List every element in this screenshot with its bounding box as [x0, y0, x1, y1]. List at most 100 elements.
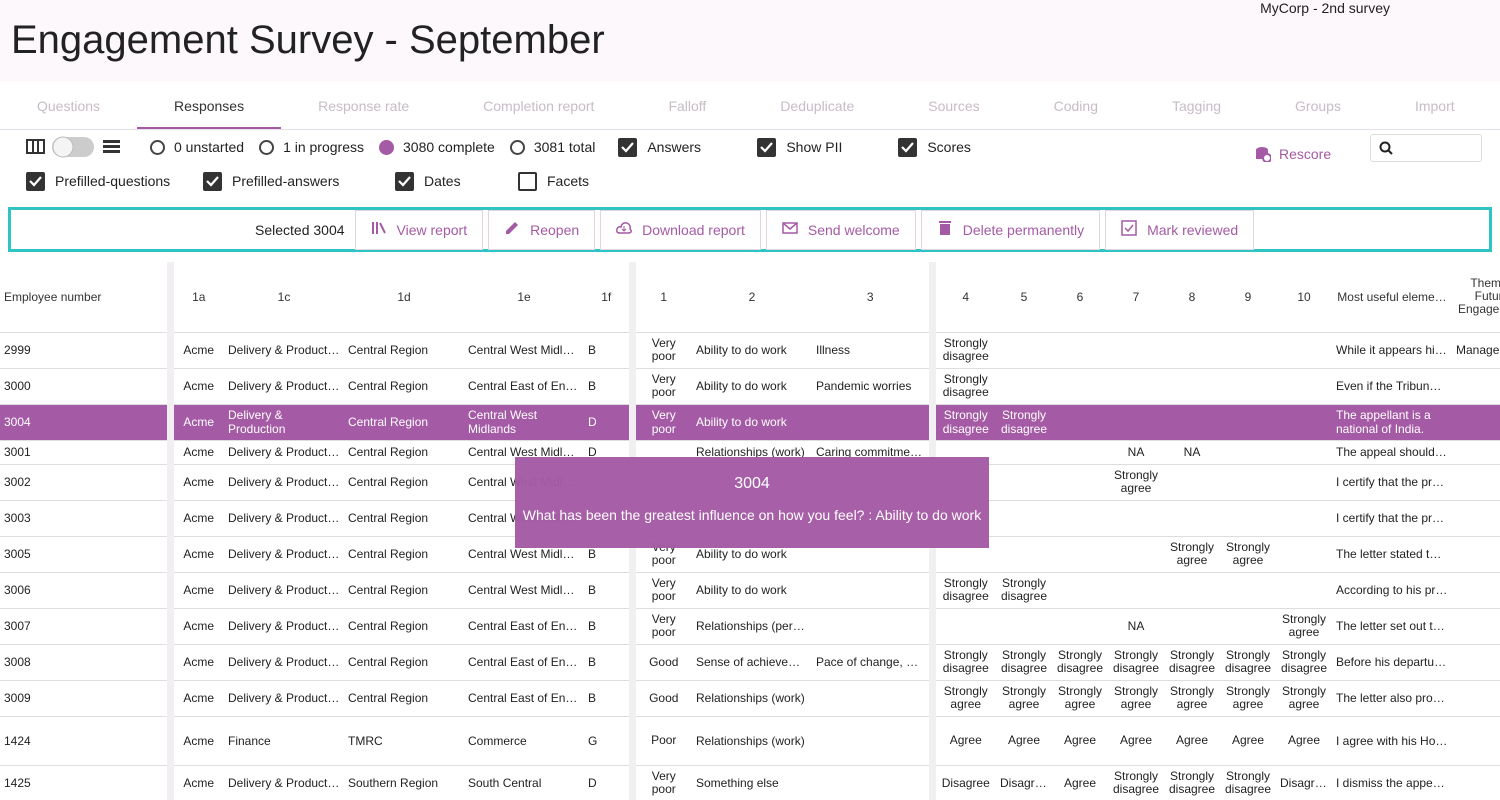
column-header[interactable]: 1f [584, 262, 632, 333]
cell-text: Central Region [348, 343, 429, 357]
cell-text: Something else [696, 776, 779, 790]
option-checkbox[interactable]: Dates [395, 167, 503, 195]
action-button[interactable]: View report [354, 209, 484, 250]
cell-text: Acme [183, 733, 215, 748]
column-header[interactable]: 6 [1052, 262, 1108, 333]
response-row[interactable]: 3007 Acme Delivery & Production Central Reg… [0, 608, 1500, 645]
column-header[interactable]: 3 [812, 262, 932, 333]
response-cell: Very poor [628, 765, 692, 800]
column-header[interactable]: 7 [1108, 262, 1164, 333]
column-header[interactable]: 4 [928, 262, 996, 333]
cell-text: Very poor [651, 770, 676, 796]
checkbox [618, 137, 638, 157]
status-filter[interactable]: 0 unstarted [150, 133, 244, 161]
action-button[interactable]: Send welcome [765, 209, 916, 250]
column-header[interactable]: 1a [166, 262, 224, 333]
response-row[interactable]: 2999 Acme Delivery & Production Central Reg… [0, 332, 1500, 369]
column-header[interactable]: 1d [344, 262, 464, 333]
option-checkbox[interactable]: Facets [518, 167, 598, 195]
cell-text: Pace of change, U… [816, 655, 925, 669]
column-header[interactable]: 10 [1276, 262, 1332, 333]
response-cell: Central Region [344, 404, 464, 441]
cell-text: Acme [183, 547, 215, 561]
tab[interactable]: Deduplicate [780, 98, 855, 114]
option-label: Scores [927, 139, 971, 155]
column-header[interactable]: 8 [1164, 262, 1220, 333]
tab[interactable]: Response rate [318, 98, 410, 114]
column-header[interactable]: 1c [224, 262, 344, 333]
column-header-text: 1e [517, 289, 531, 304]
response-cell [1052, 572, 1108, 609]
tab[interactable]: Falloff [668, 98, 707, 114]
action-button[interactable]: Download report [600, 209, 761, 250]
status-filter[interactable]: 3080 complete [379, 133, 495, 161]
response-row[interactable]: 3009 Acme Delivery & Production Central Reg… [0, 680, 1500, 717]
cell-text: Very poor [651, 337, 676, 363]
response-cell: Delivery & Production [224, 572, 344, 609]
response-cell [1452, 644, 1500, 681]
option-label: Show PII [786, 139, 843, 155]
column-header[interactable]: Employee number [0, 262, 170, 333]
tab[interactable]: Coding [1053, 98, 1098, 114]
tab[interactable]: Questions [37, 98, 101, 114]
option-checkbox[interactable]: Show PII [757, 133, 883, 161]
cell-text: Strongly agree [1225, 685, 1271, 711]
response-row[interactable]: 3006 Acme Delivery & Production Central Reg… [0, 572, 1500, 609]
column-header[interactable]: 2 [692, 262, 812, 333]
rescore-button[interactable]: Rescore [1255, 146, 1331, 162]
column-header[interactable]: 9 [1220, 262, 1276, 333]
tab[interactable]: Completion report [483, 98, 595, 114]
response-cell [1220, 464, 1276, 501]
tab[interactable]: Tagging [1171, 98, 1222, 114]
action-button[interactable]: Delete permanently [920, 209, 1101, 250]
column-header[interactable]: 1e [464, 262, 584, 333]
response-cell: Strongly disagree [928, 332, 996, 369]
tab[interactable]: Import [1414, 98, 1455, 114]
column-header[interactable]: 5 [996, 262, 1052, 333]
column-header[interactable]: Most useful eleme… [1332, 262, 1452, 333]
column-header[interactable]: Themes Future Engagement [1452, 262, 1500, 333]
response-cell: Finance [224, 716, 344, 766]
tab[interactable]: Groups [1295, 98, 1341, 114]
response-cell: I agree with his Ho… [1332, 716, 1452, 766]
cell-text: NA [1183, 445, 1201, 459]
column-header[interactable]: 1 [628, 262, 692, 333]
option-checkbox[interactable]: Answers [618, 133, 742, 161]
response-cell: I dismiss the appe… [1332, 765, 1452, 800]
response-cell [1052, 608, 1108, 645]
view-toggle[interactable] [26, 133, 122, 161]
response-cell: Strongly agree [928, 680, 996, 717]
cell-text: 3003 [4, 511, 31, 525]
response-row[interactable]: 3008 Acme Delivery & Production Central Reg… [0, 644, 1500, 681]
cell-text: Strongly disagree [1000, 408, 1048, 436]
response-cell: Central Region [344, 536, 464, 573]
response-cell: Central West Midlands [464, 572, 584, 609]
cell-text: Relationships (work) [696, 733, 805, 748]
response-row[interactable]: 3004 Acme Delivery & Production Central Reg… [0, 404, 1500, 441]
response-cell [1276, 572, 1332, 609]
response-cell: Strongly disagree [928, 368, 996, 405]
response-cell [812, 765, 932, 800]
response-row[interactable]: 3000 Acme Delivery & Production Central Reg… [0, 368, 1500, 405]
option-checkbox[interactable]: Scores [898, 133, 1012, 161]
status-filter[interactable]: 1 in progress [259, 133, 364, 161]
cell-text: Disagree [1280, 776, 1328, 790]
action-button[interactable]: Reopen [488, 209, 596, 250]
option-checkbox[interactable]: Prefilled-answers [203, 167, 380, 195]
response-cell: Central Region [344, 680, 464, 717]
cell-text: B [588, 655, 597, 669]
tab[interactable]: Responses [137, 84, 282, 129]
checkbox [26, 171, 45, 191]
search-box[interactable] [1370, 134, 1482, 162]
response-row[interactable]: 1425 Acme Delivery & Production Southern Re… [0, 765, 1500, 800]
cell-text: According to his pr… [1336, 583, 1448, 597]
action-button[interactable]: Mark reviewed [1105, 209, 1255, 250]
cell-text: Delivery & Production [228, 619, 340, 633]
response-cell: D [584, 765, 632, 800]
checkbox [203, 171, 222, 191]
tab[interactable]: Sources [928, 98, 980, 114]
response-row[interactable]: 1424 Acme Finance TMRC Commerce G Poor Relation… [0, 716, 1500, 766]
status-filter[interactable]: 3081 total [509, 133, 595, 161]
option-checkbox[interactable]: Prefilled-questions [26, 167, 186, 195]
cell-text: B [588, 619, 597, 633]
